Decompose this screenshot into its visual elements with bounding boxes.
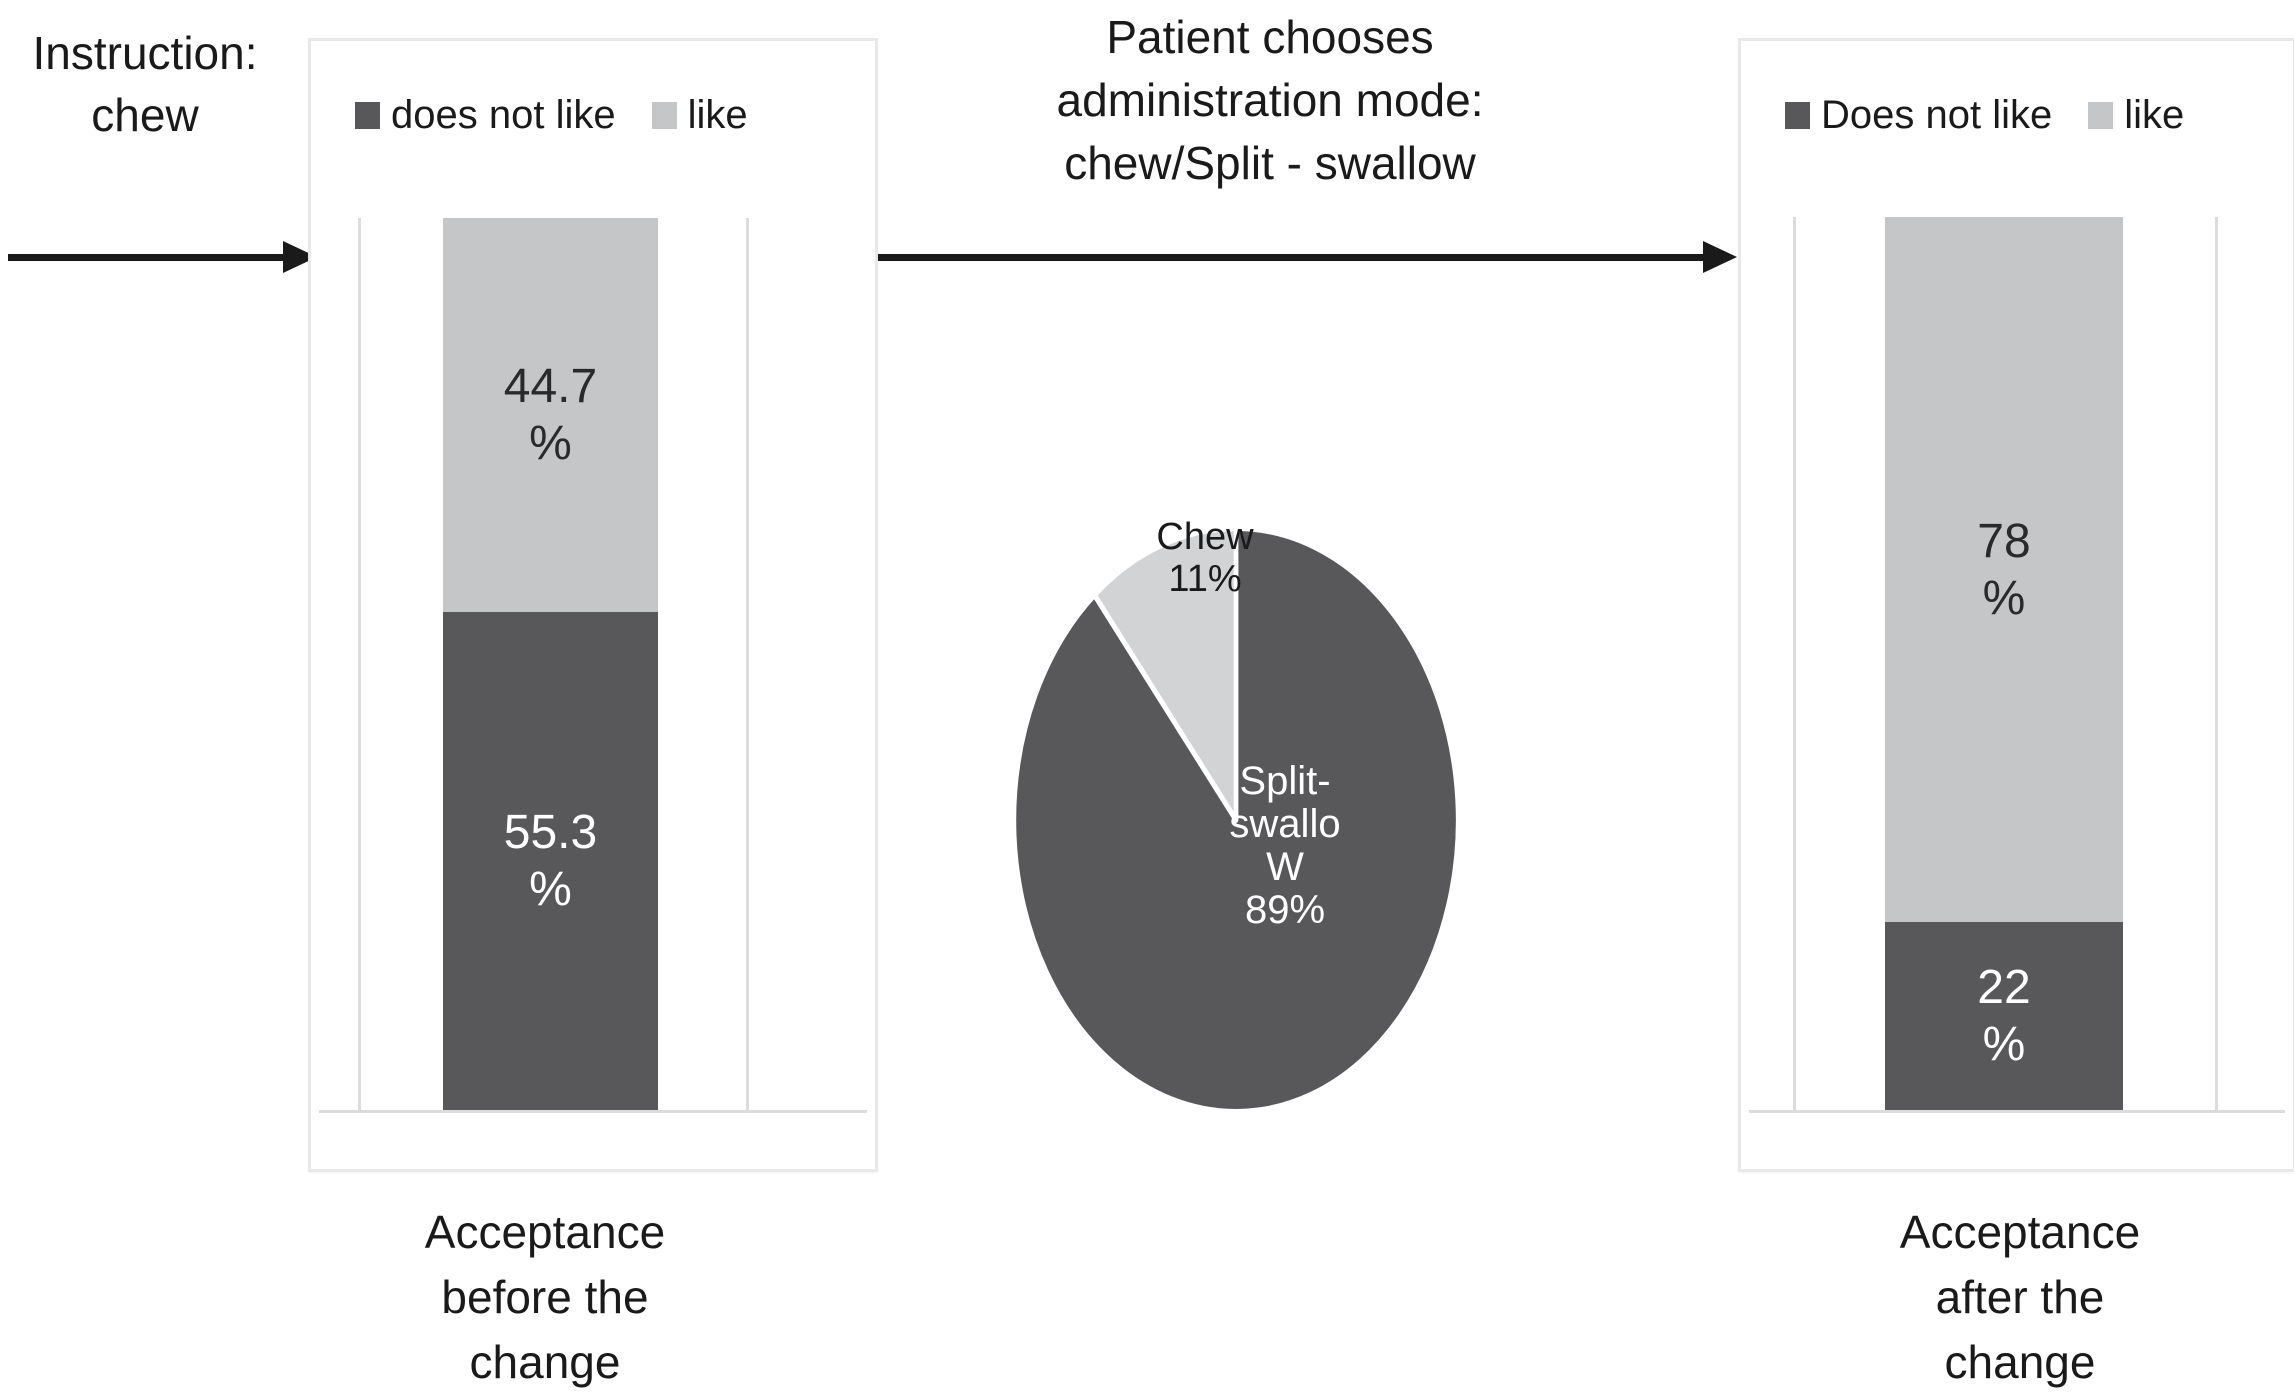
pie-label-chew: Chew 11%	[1105, 516, 1305, 600]
process-title-line-3: chew/Split - swallow	[1064, 137, 1476, 189]
after-caption-line-1: Acceptance	[1899, 1206, 2141, 1258]
after-like-value: 78	[1977, 514, 2031, 568]
pie-slice-split-swallow	[1011, 525, 1461, 1115]
before-bar-segment-like: 44.7 %	[443, 218, 658, 612]
before-x-axis-line	[319, 1110, 867, 1113]
process-title-line-2: administration mode:	[1056, 74, 1484, 126]
legend-swatch-like	[2088, 102, 2114, 129]
before-chart-caption: Acceptance before the change	[335, 1200, 755, 1395]
after-chart-panel: Does not like like 78 % 22 %	[1738, 38, 2294, 1172]
legend-label-like: like	[687, 93, 748, 137]
gridline-left	[1793, 217, 1796, 1113]
process-arrow-line	[875, 254, 1705, 261]
pie-slice-chew	[1092, 525, 1239, 823]
gridline-left	[358, 218, 361, 1113]
legend-label-like: like	[2124, 93, 2185, 137]
process-arrowhead-icon	[1703, 241, 1737, 273]
after-x-axis-line	[1749, 1110, 2285, 1113]
legend-label-does-not-like: does not like	[391, 93, 616, 137]
pie-split-line-2: swallo	[1229, 802, 1341, 846]
after-bar-segment-does-not-like: 22 %	[1885, 922, 2123, 1110]
after-caption-line-3: change	[1944, 1336, 2096, 1388]
process-title: Patient chooses administration mode: che…	[950, 6, 1590, 195]
pie-split-line-3: W	[1266, 845, 1304, 889]
before-chart-legend: does not like like	[311, 93, 875, 138]
pie-chew-line-1: Chew	[1156, 516, 1254, 558]
after-like-unit: %	[1982, 571, 2026, 625]
before-like-value: 44.7	[503, 360, 598, 413]
instruction-line-1: Instruction:	[32, 27, 258, 79]
instruction-arrow-line	[8, 254, 286, 261]
before-caption-line-3: change	[469, 1336, 621, 1388]
before-caption-line-2: before the	[441, 1271, 649, 1323]
pie-chew-line-2: 11%	[1168, 558, 1242, 600]
gridline-right	[2215, 217, 2218, 1113]
pie-label-split-swallow: Split- swallo W 89%	[1185, 760, 1385, 932]
before-chart-panel: does not like like 44.7 % 55.3 %	[308, 38, 878, 1172]
before-bar-segment-does-not-like: 55.3 %	[443, 612, 658, 1110]
before-not-like-value: 55.3	[503, 806, 598, 859]
gridline-right	[746, 218, 749, 1113]
pie-split-line-4: 89%	[1244, 888, 1326, 932]
before-caption-line-1: Acceptance	[424, 1206, 666, 1258]
pie-chart	[1011, 525, 1461, 1115]
after-not-like-value: 22	[1977, 961, 2031, 1014]
instruction-label: Instruction: chew	[0, 22, 290, 146]
legend-label-does-not-like: Does not like	[1821, 93, 2053, 137]
after-chart-legend: Does not like like	[1741, 93, 2293, 138]
legend-swatch-does-not-like	[1785, 102, 1810, 129]
instruction-line-2: chew	[91, 89, 199, 141]
process-title-line-1: Patient chooses	[1106, 11, 1434, 63]
pie-split-line-1: Split-	[1239, 759, 1331, 803]
after-chart-caption: Acceptance after the change	[1810, 1200, 2230, 1395]
legend-swatch-like	[651, 102, 677, 129]
after-caption-line-2: after the	[1935, 1271, 2105, 1323]
legend-swatch-does-not-like	[355, 102, 380, 129]
after-bar-segment-like: 78 %	[1885, 217, 2123, 922]
before-like-unit: %	[529, 417, 572, 470]
before-not-like-unit: %	[529, 863, 572, 916]
after-not-like-unit: %	[1982, 1018, 2026, 1071]
